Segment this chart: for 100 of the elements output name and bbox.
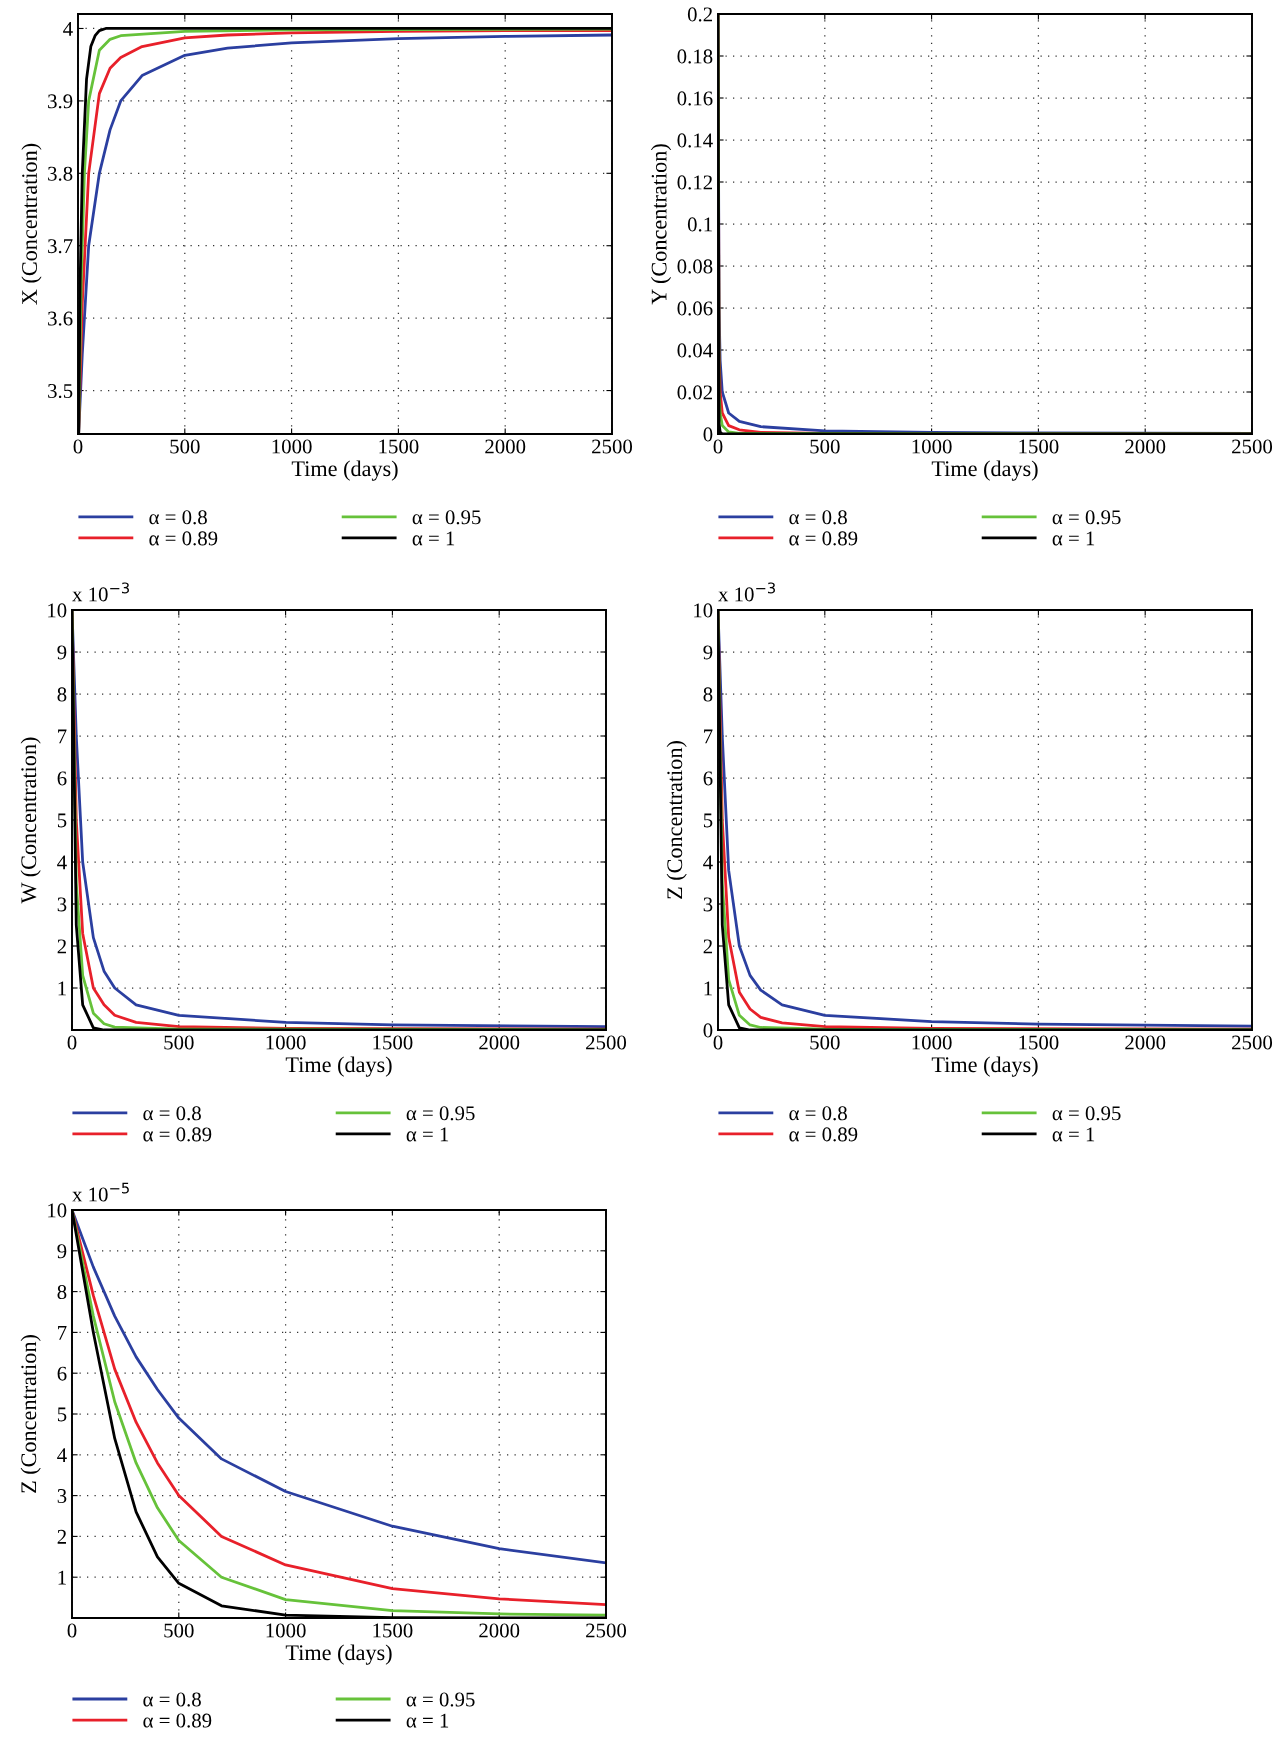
y-tick-label: 8 bbox=[57, 1284, 67, 1300]
legend-label: α = 0.89 bbox=[789, 1127, 858, 1142]
y-tick-label: 4 bbox=[63, 22, 73, 36]
y-tick-label: 6 bbox=[57, 771, 67, 786]
y-axis-title: Z (Concentration) bbox=[666, 741, 687, 899]
y-tick-label: 0.14 bbox=[677, 133, 713, 148]
x-tick-label: 0 bbox=[73, 439, 83, 454]
y-axis-title: Z (Concentration) bbox=[20, 1335, 41, 1493]
y-tick-label: 0.16 bbox=[677, 91, 713, 106]
y-tick-label: 1 bbox=[704, 981, 712, 996]
y-tick-label: 3.7 bbox=[48, 239, 73, 254]
x-tick-label: 500 bbox=[170, 439, 200, 454]
y-tick-label: 0 bbox=[703, 1023, 713, 1038]
y-tick-label: 9 bbox=[57, 1244, 67, 1259]
y-tick-label: 10 bbox=[694, 603, 713, 618]
legend-label: α = 0.8 bbox=[789, 510, 847, 525]
y-tick-label: 5 bbox=[57, 813, 67, 828]
x-tick-label: 2500 bbox=[586, 1035, 627, 1050]
y-tick-label: 3.8 bbox=[48, 166, 73, 181]
legend-label: α = 0.95 bbox=[1052, 510, 1121, 525]
x-tick-label: 2000 bbox=[479, 1623, 520, 1638]
legend-label: α = 0.8 bbox=[149, 510, 207, 525]
y-tick-label: 8 bbox=[703, 687, 713, 702]
x-axis-title: Time (days) bbox=[285, 1056, 392, 1077]
y-tick-label: 6 bbox=[703, 771, 713, 786]
legend-label: α = 0.89 bbox=[143, 1713, 212, 1728]
text: x 10$^{−3}$ bbox=[72, 582, 129, 602]
legend-label: α = 0.8 bbox=[789, 1106, 847, 1121]
x-tick-label: 2500 bbox=[592, 439, 633, 454]
x-tick-label: 500 bbox=[810, 439, 840, 454]
y-tick-label: 0.08 bbox=[677, 259, 713, 274]
y-tick-label: 0.04 bbox=[677, 343, 713, 358]
y-tick-label: 2 bbox=[703, 939, 712, 954]
x-axis-title: Time (days) bbox=[931, 1056, 1038, 1077]
y-tick-label: 5 bbox=[703, 813, 713, 828]
legend-label: α = 1 bbox=[406, 1127, 449, 1142]
legend-label: α = 0.95 bbox=[1052, 1106, 1121, 1121]
y-tick-label: 3.5 bbox=[48, 383, 73, 399]
y-axis-title: Y (Concentration) bbox=[650, 144, 672, 305]
y-tick-label: 0.02 bbox=[677, 385, 712, 400]
x-axis-title: Time (days) bbox=[291, 460, 398, 481]
legend-label: α = 0.95 bbox=[406, 1692, 475, 1707]
y-tick-label: 3.9 bbox=[48, 94, 73, 109]
y-tick-label: 1 bbox=[58, 981, 66, 996]
legend-label: α = 0.8 bbox=[143, 1106, 201, 1121]
x-axis-title: Time (days) bbox=[285, 1644, 392, 1665]
y-tick-label: 0.12 bbox=[677, 175, 712, 190]
legend-label: α = 1 bbox=[412, 531, 455, 546]
y-tick-label: 6 bbox=[57, 1366, 67, 1381]
legend-label: α = 1 bbox=[1052, 531, 1095, 546]
legend-label: α = 0.95 bbox=[406, 1106, 475, 1121]
text: x 10$^{−5}$ bbox=[72, 1182, 129, 1202]
x-axis-title: Time (days) bbox=[931, 460, 1038, 481]
x-tick-label: 1000 bbox=[912, 1035, 952, 1050]
y-tick-label: 3 bbox=[57, 1489, 67, 1504]
y-tick-label: 1 bbox=[58, 1570, 66, 1585]
y-tick-label: 2 bbox=[57, 1529, 66, 1544]
y-tick-label: 9 bbox=[703, 645, 713, 660]
x-tick-label: 500 bbox=[164, 1623, 194, 1638]
y-tick-label: 7 bbox=[704, 729, 713, 744]
legend-label: α = 0.95 bbox=[412, 510, 481, 525]
y-tick-label: 4 bbox=[57, 1448, 67, 1463]
legend-label: α = 0.8 bbox=[143, 1692, 201, 1707]
x-tick-label: 1500 bbox=[1019, 1035, 1059, 1050]
y-tick-label: 0.06 bbox=[677, 301, 713, 316]
y-tick-label: 3 bbox=[703, 897, 713, 912]
y-tick-label: 8 bbox=[57, 687, 67, 702]
x-tick-label: 2500 bbox=[1232, 1035, 1273, 1050]
y-tick-label: 5 bbox=[57, 1407, 67, 1422]
y-tick-label: 10 bbox=[48, 603, 67, 618]
y-axis-title: W (Concentration) bbox=[20, 737, 41, 904]
y-tick-label: 7 bbox=[58, 1325, 67, 1340]
y-tick-label: 7 bbox=[58, 729, 67, 744]
x-tick-label: 2000 bbox=[1125, 1035, 1166, 1050]
y-tick-label: 2 bbox=[57, 939, 66, 954]
text: x 10$^{−3}$ bbox=[718, 582, 775, 602]
legend-label: α = 0.89 bbox=[149, 531, 218, 546]
x-tick-label: 2500 bbox=[586, 1623, 627, 1638]
y-tick-label: 0.2 bbox=[687, 7, 712, 22]
y-tick-label: 10 bbox=[48, 1203, 67, 1218]
x-tick-label: 1500 bbox=[373, 1623, 413, 1638]
x-tick-label: 500 bbox=[164, 1035, 194, 1050]
x-tick-label: 2000 bbox=[479, 1035, 520, 1050]
x-tick-label: 1000 bbox=[266, 1035, 306, 1050]
y-tick-label: 4 bbox=[703, 855, 713, 870]
y-axis-title: X (Concentration) bbox=[21, 143, 42, 305]
x-tick-label: 1500 bbox=[373, 1035, 413, 1050]
y-tick-label: 0 bbox=[703, 427, 713, 442]
legend-label: α = 0.89 bbox=[143, 1127, 212, 1142]
x-tick-label: 1500 bbox=[379, 439, 419, 454]
y-tick-label: 0.18 bbox=[677, 49, 713, 64]
x-tick-label: 1000 bbox=[272, 439, 312, 454]
x-tick-label: 1500 bbox=[1019, 439, 1059, 454]
y-tick-label: 9 bbox=[57, 645, 67, 660]
x-tick-label: 1000 bbox=[912, 439, 952, 454]
x-tick-label: 2500 bbox=[1232, 439, 1273, 454]
y-tick-label: 0.1 bbox=[687, 217, 712, 232]
y-tick-label: 3 bbox=[57, 897, 67, 912]
x-tick-label: 2000 bbox=[485, 439, 526, 454]
legend-label: α = 0.89 bbox=[789, 531, 858, 546]
